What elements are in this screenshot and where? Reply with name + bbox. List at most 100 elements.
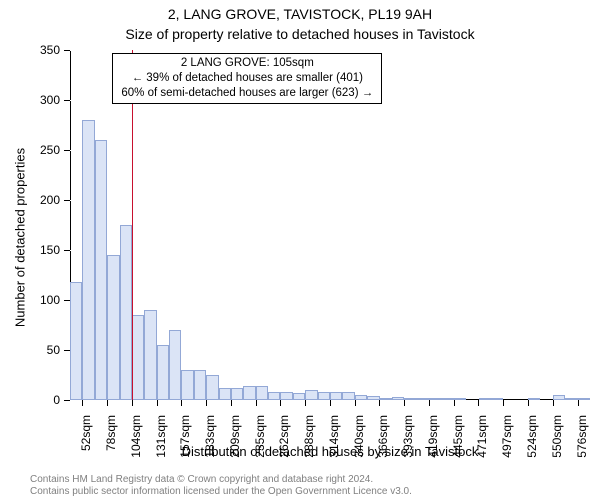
footer-line-2: Contains public sector information licen… (30, 486, 412, 498)
histogram-bar (132, 315, 144, 400)
histogram-bar (243, 386, 255, 400)
grid-line (70, 50, 590, 51)
histogram-bar (256, 386, 268, 400)
annotation-line-3: 60% of semi-detached houses are larger (… (121, 86, 373, 101)
histogram-bar (528, 398, 540, 400)
x-tick-label: 262sqm (277, 415, 291, 458)
histogram-bar (454, 398, 466, 400)
y-axis-label: Number of detached properties (13, 68, 28, 408)
y-tick (64, 250, 70, 251)
histogram-bar (479, 398, 491, 400)
x-tick-label: 314sqm (327, 415, 341, 458)
histogram-bar (144, 310, 156, 400)
x-tick (578, 400, 579, 406)
y-tick-label: 250 (40, 143, 60, 157)
x-tick-label: 340sqm (352, 415, 366, 458)
histogram-bar (231, 388, 243, 400)
x-tick (330, 400, 331, 406)
x-tick (181, 400, 182, 406)
histogram-bar (330, 392, 342, 400)
y-tick-label: 300 (40, 93, 60, 107)
x-tick-label: 576sqm (575, 415, 589, 458)
y-tick-label: 100 (40, 293, 60, 307)
x-tick-label: 497sqm (500, 415, 514, 458)
x-tick (553, 400, 554, 406)
grid-line (70, 200, 590, 201)
x-tick (107, 400, 108, 406)
x-tick-label: 131sqm (154, 415, 168, 458)
x-tick-label: 471sqm (475, 415, 489, 458)
chart-container: 2, LANG GROVE, TAVISTOCK, PL19 9AH Size … (0, 0, 600, 500)
histogram-bar (565, 398, 577, 400)
y-tick-label: 50 (47, 343, 60, 357)
x-tick (305, 400, 306, 406)
footer-attribution: Contains HM Land Registry data © Crown c… (30, 474, 412, 498)
x-tick-label: 445sqm (451, 415, 465, 458)
x-tick-label: 78sqm (104, 415, 118, 451)
x-tick (206, 400, 207, 406)
histogram-bar (82, 120, 94, 400)
histogram-bar (491, 398, 503, 400)
x-tick (404, 400, 405, 406)
plot-area: 05010015020025030035052sqm78sqm104sqm131… (70, 50, 590, 400)
x-tick-label: 52sqm (79, 415, 93, 451)
annotation-box: 2 LANG GROVE: 105sqm← 39% of detached ho… (112, 53, 382, 104)
grid-line (70, 250, 590, 251)
footer-line-1: Contains HM Land Registry data © Crown c… (30, 474, 412, 486)
y-tick-label: 150 (40, 243, 60, 257)
x-tick-label: 104sqm (129, 415, 143, 458)
chart-title: 2, LANG GROVE, TAVISTOCK, PL19 9AH (0, 6, 600, 22)
histogram-bar (219, 388, 231, 400)
histogram-bar (417, 398, 429, 400)
histogram-bar (392, 397, 404, 400)
annotation-line-2: ← 39% of detached houses are smaller (40… (121, 71, 373, 86)
histogram-bar (578, 398, 590, 400)
x-tick (429, 400, 430, 406)
y-tick (64, 200, 70, 201)
grid-line (70, 300, 590, 301)
x-tick (478, 400, 479, 406)
x-tick-label: 183sqm (203, 415, 217, 458)
y-tick-label: 200 (40, 193, 60, 207)
histogram-bar (355, 395, 367, 400)
x-tick (379, 400, 380, 406)
x-tick (82, 400, 83, 406)
histogram-bar (429, 398, 441, 400)
histogram-bar (268, 392, 280, 400)
grid-line (70, 150, 590, 151)
histogram-bar (206, 375, 218, 400)
histogram-bar (169, 330, 181, 400)
x-tick (231, 400, 232, 406)
x-tick-label: 235sqm (253, 415, 267, 458)
histogram-bar (342, 392, 354, 400)
annotation-line-1: 2 LANG GROVE: 105sqm (121, 56, 373, 71)
x-tick (454, 400, 455, 406)
histogram-bar (70, 282, 82, 400)
x-tick (280, 400, 281, 406)
x-tick (355, 400, 356, 406)
x-tick (528, 400, 529, 406)
x-tick (256, 400, 257, 406)
histogram-bar (380, 398, 392, 400)
x-tick-label: 419sqm (426, 415, 440, 458)
histogram-bar (194, 370, 206, 400)
y-tick-label: 350 (40, 43, 60, 57)
x-tick (157, 400, 158, 406)
y-tick (64, 150, 70, 151)
histogram-bar (305, 390, 317, 400)
x-tick (132, 400, 133, 406)
histogram-bar (293, 393, 305, 400)
histogram-bar (318, 392, 330, 400)
y-tick (64, 100, 70, 101)
x-tick-label: 366sqm (376, 415, 390, 458)
x-tick-label: 550sqm (550, 415, 564, 458)
histogram-bar (157, 345, 169, 400)
histogram-bar (367, 396, 379, 400)
histogram-bar (107, 255, 119, 400)
histogram-bar (181, 370, 193, 400)
histogram-bar (95, 140, 107, 400)
histogram-bar (441, 398, 453, 400)
y-tick (64, 50, 70, 51)
y-tick (64, 400, 70, 401)
x-tick-label: 157sqm (178, 415, 192, 458)
